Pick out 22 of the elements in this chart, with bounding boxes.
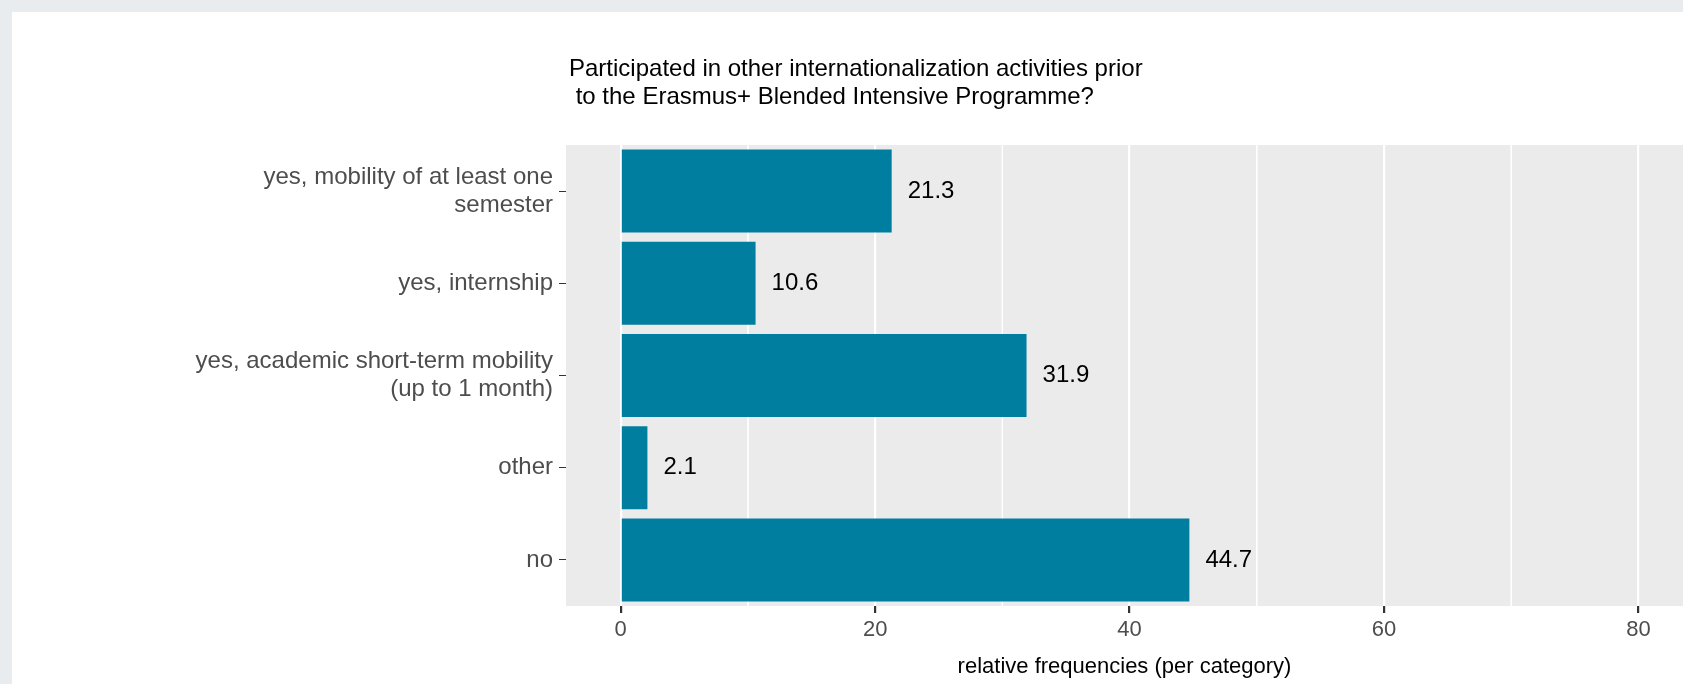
- data-label: 10.6: [771, 267, 819, 295]
- y-tick-label: other: [498, 452, 554, 480]
- y-tick-label: yes, internship: [398, 267, 553, 295]
- x-tick-label: 20: [862, 616, 888, 642]
- bar: [621, 518, 1190, 602]
- x-tick-label: 60: [1371, 616, 1397, 642]
- bar: [621, 241, 756, 325]
- y-tick-label: yes, academic short-term mobility (up to 1 month): [195, 346, 553, 401]
- x-tick-label: 80: [1626, 616, 1651, 642]
- bar: [621, 426, 648, 510]
- data-label: 21.3: [907, 175, 955, 203]
- x-tick-label: 0: [614, 616, 627, 642]
- bar: [621, 334, 1027, 417]
- data-label: 2.1: [663, 452, 697, 480]
- data-label: 44.7: [1205, 544, 1253, 572]
- y-tick-label: yes, mobility of at least one semester: [263, 161, 553, 217]
- chart-title: Participated in other internationalization activities prior to the Erasmus+ Blended Intensive Programme?: [569, 54, 1143, 110]
- x-tick-label: 40: [1117, 616, 1142, 642]
- bar: [621, 149, 892, 233]
- data-label: 31.9: [1042, 360, 1090, 388]
- y-tick-label: no: [526, 544, 553, 572]
- x-axis-title: relative frequencies (per category): [957, 652, 1292, 678]
